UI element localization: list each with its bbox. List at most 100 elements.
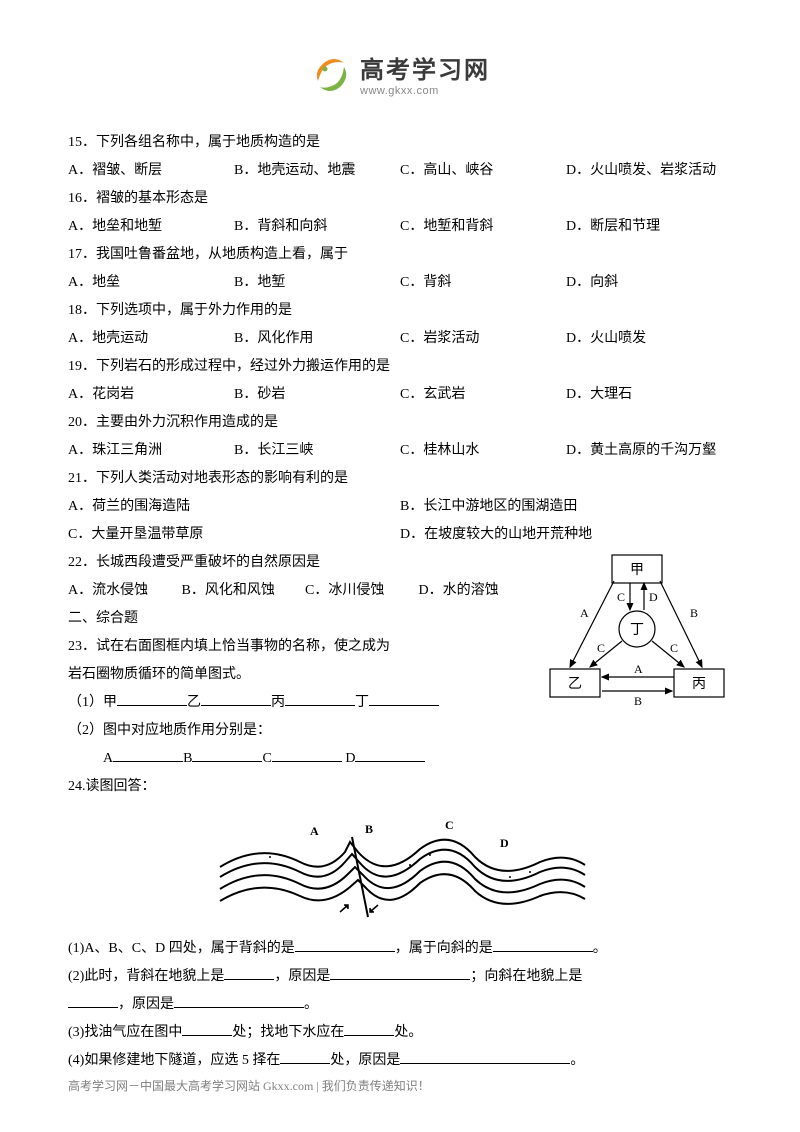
q24-sub2-a: (2)此时，背斜在地貌上是 xyxy=(68,969,224,984)
q24-sub3-a: (3)找油气应在图中 xyxy=(68,1025,182,1040)
page-footer: 高考学习网－中国最大高考学习网站 Gkxx.com | 我们负责传递知识！ xyxy=(68,1077,430,1094)
edge-B-bottom: B xyxy=(634,694,642,708)
blank xyxy=(400,1047,570,1064)
node-jia: 甲 xyxy=(630,563,644,578)
blank xyxy=(493,935,593,952)
q24-sub2-e: 。 xyxy=(304,997,318,1012)
q24-sub1-c: 。 xyxy=(593,941,607,956)
q20-c: C．桂林山水 xyxy=(400,437,566,465)
q16-b: B．背斜和向斜 xyxy=(234,213,400,241)
q24-sub1-b: ，属于向斜的是 xyxy=(395,941,493,956)
q15-c: C．高山、峡谷 xyxy=(400,157,566,185)
q19-b: B．砂岩 xyxy=(234,381,400,409)
q24-sub1-a: (1)A、B、C、D 四处，属于背斜的是 xyxy=(68,941,295,956)
question-18: 18．下列选项中，属于外力作用的是 A．地壳运动 B．风化作用 C．岩浆活动 D… xyxy=(68,297,732,353)
node-yi: 乙 xyxy=(568,676,582,692)
blank xyxy=(68,991,118,1008)
q15-d: D．火山喷发、岩浆活动 xyxy=(566,157,732,185)
q23-sub2-blanks: ABC D xyxy=(68,745,732,773)
q18-c: C．岩浆活动 xyxy=(400,325,566,353)
blank xyxy=(355,745,425,762)
question-21: 21．下列人类活动对地表形态的影响有利的是 A．荷兰的围海造陆 B．长江中游地区… xyxy=(68,465,732,549)
svg-text:A: A xyxy=(310,824,319,838)
q19-stem: 19．下列岩石的形成过程中，经过外力搬运作用的是 xyxy=(68,353,732,381)
site-header: 高考学习网 www.gkxx.com xyxy=(68,50,732,97)
q24-sub3-b: 处；找地下水应在 xyxy=(232,1025,344,1040)
q19-c: C．玄武岩 xyxy=(400,381,566,409)
q24-sub2-d: ，原因是 xyxy=(118,997,174,1012)
svg-text:C: C xyxy=(445,818,454,832)
q17-a: A．地垒 xyxy=(68,269,234,297)
blank xyxy=(369,689,439,706)
q17-c: C．背斜 xyxy=(400,269,566,297)
logo-url: www.gkxx.com xyxy=(360,85,439,97)
blank xyxy=(117,689,187,706)
q23-sub1-ding: 丁 xyxy=(355,695,369,710)
q18-a: A．地壳运动 xyxy=(68,325,234,353)
blank xyxy=(201,689,271,706)
q21-stem: 21．下列人类活动对地表形态的影响有利的是 xyxy=(68,465,732,493)
edge-A-left: A xyxy=(580,606,589,620)
q24-stem: 24.读图回答： xyxy=(68,773,732,801)
q16-c: C．地堑和背斜 xyxy=(400,213,566,241)
blank xyxy=(182,1019,232,1036)
edge-C-left: C xyxy=(597,641,605,655)
q24-sub3: (3)找油气应在图中 处；找地下水应在 处。 xyxy=(68,1019,732,1047)
q18-d: D．火山喷发 xyxy=(566,325,732,353)
q19-a: A．花岗岩 xyxy=(68,381,234,409)
question-19: 19．下列岩石的形成过程中，经过外力搬运作用的是 A．花岗岩 B．砂岩 C．玄武… xyxy=(68,353,732,409)
node-bing: 丙 xyxy=(692,677,706,692)
q24-sub4-c: 。 xyxy=(570,1053,584,1068)
question-24: 24.读图回答： A B C D xyxy=(68,773,732,1075)
logo-title: 高考学习网 xyxy=(360,50,490,85)
svg-text:B: B xyxy=(365,822,373,836)
q17-d: D．向斜 xyxy=(566,269,732,297)
blank xyxy=(174,991,304,1008)
q17-b: B．地堑 xyxy=(234,269,400,297)
q23-sub1-yi: 乙 xyxy=(187,695,201,710)
q23-sub2-a: A xyxy=(103,751,113,766)
q21-b: B．长江中游地区的围湖造田 xyxy=(400,493,732,521)
geology-cross-section: A B C D xyxy=(210,807,590,927)
blank xyxy=(192,745,262,762)
edge-B-right: B xyxy=(690,606,698,620)
q20-a: A．珠江三角洲 xyxy=(68,437,234,465)
q16-d: D．断层和节理 xyxy=(566,213,732,241)
q24-sub2-c: ；向斜在地貌上是 xyxy=(470,969,582,984)
q24-sub4-b: 处，原因是 xyxy=(330,1053,400,1068)
q24-sub4-a: (4)如果修建地下隧道，应选 5 择在 xyxy=(68,1053,280,1068)
q22-b: B．风化和风蚀 xyxy=(182,577,302,605)
q20-b: B．长江三峡 xyxy=(234,437,400,465)
edge-C-right: C xyxy=(670,641,678,655)
q24-sub2: (2)此时，背斜在地貌上是 ，原因是 ；向斜在地貌上是 xyxy=(68,963,732,991)
q23-sub2-d: D xyxy=(345,751,355,766)
svg-text:D: D xyxy=(500,836,509,850)
edge-A-bottom: A xyxy=(634,662,643,676)
q17-stem: 17．我国吐鲁番盆地，从地质构造上看，属于 xyxy=(68,241,732,269)
question-20: 20．主要由外力沉积作用造成的是 A．珠江三角洲 B．长江三峡 C．桂林山水 D… xyxy=(68,409,732,465)
blank xyxy=(272,745,342,762)
q24-sub3-c: 处。 xyxy=(394,1025,422,1040)
edge-D-mid: D xyxy=(649,590,658,604)
q23-sub1-bing: 丙 xyxy=(271,695,285,710)
q21-c: C．大量开垦温带草原 xyxy=(68,521,400,549)
edge-C-mid: C xyxy=(617,590,625,604)
blank xyxy=(330,963,470,980)
q15-b: B．地壳运动、地震 xyxy=(234,157,400,185)
content-body: 15．下列各组名称中，属于地质构造的是 A．褶皱、断层 B．地壳运动、地震 C．… xyxy=(68,129,732,1075)
q24-sub2b: ，原因是 。 xyxy=(68,991,732,1019)
q23-sub2-b: B xyxy=(183,751,192,766)
q23-sub1-jia: （1）甲 xyxy=(68,695,117,710)
blank xyxy=(224,963,274,980)
q16-a: A．地垒和地堑 xyxy=(68,213,234,241)
q24-sub4: (4)如果修建地下隧道，应选 5 择在 处，原因是 。 xyxy=(68,1047,732,1075)
q24-sub2-b: ，原因是 xyxy=(274,969,330,984)
q18-stem: 18．下列选项中，属于外力作用的是 xyxy=(68,297,732,325)
blank xyxy=(285,689,355,706)
q19-d: D．大理石 xyxy=(566,381,732,409)
question-15: 15．下列各组名称中，属于地质构造的是 A．褶皱、断层 B．地壳运动、地震 C．… xyxy=(68,129,732,185)
q21-a: A．荷兰的围海造陆 xyxy=(68,493,400,521)
q21-d: D．在坡度较大的山地开荒种地 xyxy=(400,521,732,549)
question-16: 16．褶皱的基本形态是 A．地垒和地堑 B．背斜和向斜 C．地堑和背斜 D．断层… xyxy=(68,185,732,241)
blank xyxy=(280,1047,330,1064)
